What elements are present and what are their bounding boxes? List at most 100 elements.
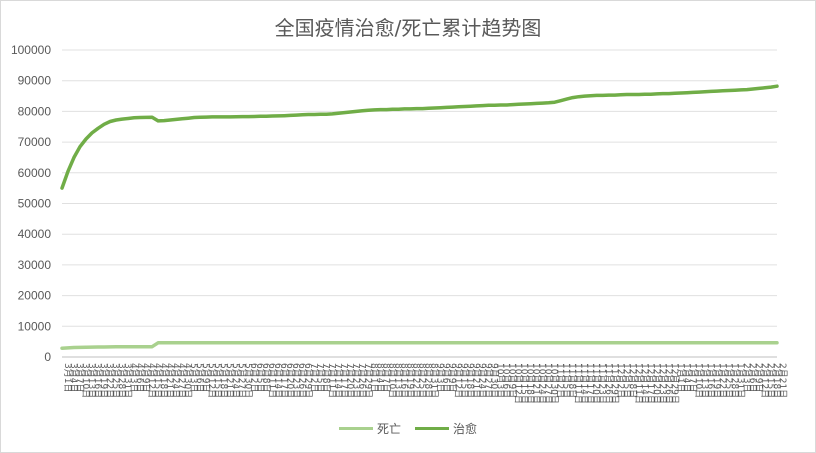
x-tick-label: 8月25日: [416, 363, 427, 398]
x-tick-label: 3月25日: [110, 363, 121, 398]
x-tick-label: 11月20日: [591, 363, 602, 404]
x-tick-label: 12月2日: [615, 363, 626, 398]
x-tick-label: 9月9日: [447, 363, 458, 392]
x-tick-label: 8月31日: [429, 363, 440, 398]
x-tick-label: 6月8日: [260, 363, 271, 392]
x-tick-label: 4月9日: [140, 363, 151, 392]
x-tick-label: 12月8日: [627, 363, 638, 398]
x-tick-label: 7月11日: [326, 363, 337, 398]
x-tick-label: 6月29日: [302, 363, 313, 398]
x-tick-label: 5月30日: [242, 363, 253, 398]
x-tick-label: 12月17日: [645, 363, 656, 404]
x-tick-label: 6月20日: [284, 363, 295, 398]
x-tick-label: 2月6日: [747, 363, 758, 392]
x-tick-label: 1月19日: [711, 363, 722, 398]
x-tick-label: 7月23日: [350, 363, 361, 398]
x-tick-label: 8月28日: [423, 363, 434, 398]
x-tick-label: 9月18日: [465, 363, 476, 398]
x-tick-label: 8月19日: [404, 363, 415, 398]
x-tick-label: 4月6日: [134, 363, 145, 392]
x-tick-label: 7月17日: [338, 363, 349, 398]
legend: 死亡 治愈: [0, 420, 816, 437]
x-tick-label: 5月12日: [206, 363, 217, 398]
x-tick-label: 12月29日: [669, 363, 680, 404]
legend-label-recovered: 治愈: [453, 422, 478, 436]
x-tick-label: 11月17日: [585, 363, 596, 404]
x-tick-label: 1月31日: [735, 363, 746, 398]
y-tick-label: 0: [44, 350, 51, 364]
y-tick-label: 80000: [18, 104, 52, 118]
x-tick-label: 12月20日: [651, 363, 662, 404]
x-tick-label: 9月24日: [477, 363, 488, 398]
x-tick-label: 1月16日: [705, 363, 716, 398]
x-tick-label: 3月16日: [92, 363, 103, 398]
x-tick-label: 4月27日: [176, 363, 187, 398]
x-tick-label: 8月16日: [398, 363, 409, 398]
x-tick-label: 10月15日: [519, 363, 530, 404]
legend-item-recovered[interactable]: 治愈: [415, 420, 477, 437]
x-tick-label: 5月9日: [200, 363, 211, 392]
x-tick-label: 3月31日: [122, 363, 133, 398]
x-tick-label: 12月26日: [663, 363, 674, 404]
x-tick-label: 7月20日: [344, 363, 355, 398]
y-tick-label: 30000: [18, 258, 52, 272]
x-tick-label: 5月15日: [212, 363, 223, 398]
x-tick-label: 1月4日: [681, 363, 692, 392]
x-tick-label: 8月22日: [410, 363, 421, 398]
x-tick-label: 7月26日: [356, 363, 367, 398]
x-tick-label: 5月21日: [224, 363, 235, 398]
x-tick-label: 3月22日: [104, 363, 115, 398]
x-tick-label: 6月23日: [290, 363, 301, 398]
x-tick-label: 4月24日: [170, 363, 181, 398]
x-tick-label: 8月10日: [386, 363, 397, 398]
y-tick-label: 10000: [18, 319, 52, 333]
x-tick-label: 3月13日: [86, 363, 97, 398]
x-tick-label: 2月9日: [753, 363, 764, 392]
series-line-death[interactable]: [60, 340, 779, 350]
x-tick-label: 11月26日: [603, 363, 614, 404]
x-tick-label: 3月19日: [98, 363, 109, 398]
x-tick-label: 5月6日: [194, 363, 205, 392]
x-tick-label: 8月4日: [374, 363, 385, 392]
x-tick-label: 4月15日: [152, 363, 163, 398]
x-tick-label: 10月30日: [549, 363, 560, 404]
y-tick-label: 40000: [18, 227, 52, 241]
x-tick-label: 10月12日: [513, 363, 524, 404]
x-tick-label: 2月12日: [759, 363, 770, 398]
x-tick-label: 1月25日: [723, 363, 734, 398]
x-tick-label: 3月7日: [74, 363, 85, 392]
x-tick-label: 4月18日: [158, 363, 169, 398]
y-tick-label: 60000: [18, 166, 52, 180]
x-tick-label: 6月5日: [254, 363, 265, 392]
chart-title: 全国疫情治愈/死亡累计趋势图: [274, 16, 542, 40]
x-tick-label: 11月2日: [555, 363, 566, 398]
x-tick-label: 5月18日: [218, 363, 229, 398]
x-tick-label: 3月28日: [116, 363, 127, 398]
x-tick-label: 7月14日: [332, 363, 343, 398]
x-tick-label: 2月15日: [765, 363, 776, 398]
x-tick-label: 11月11日: [573, 363, 584, 404]
x-tick-label: 1月7日: [687, 363, 698, 392]
x-tick-label: 8月1日: [368, 363, 379, 392]
x-tick-label: 9月6日: [441, 363, 452, 392]
x-tick-label: 1月10日: [693, 363, 704, 398]
x-tick-label: 10月9日: [507, 363, 518, 398]
series-line-recovered[interactable]: [60, 84, 779, 190]
x-tick-label: 2月3日: [741, 363, 752, 392]
y-tick-label: 100000: [11, 43, 51, 57]
x-tick-label: 5月3日: [188, 363, 199, 392]
legend-item-death[interactable]: 死亡: [338, 420, 401, 437]
y-tick-label: 90000: [18, 74, 52, 88]
y-tick-label: 20000: [18, 289, 52, 303]
x-tick-label: 9月12日: [453, 363, 464, 398]
x-tick-label: 8月7日: [380, 363, 391, 392]
x-tick-label: 10月3日: [495, 363, 506, 398]
x-tick-label: 9月21日: [471, 363, 482, 398]
y-tick-label: 50000: [18, 197, 52, 211]
x-tick-label: 6月17日: [278, 363, 289, 398]
x-tick-label: 8月13日: [392, 363, 403, 398]
x-tick-label: 11月8日: [567, 363, 578, 398]
x-tick-label: 11月29日: [609, 363, 620, 404]
x-tick-label: 4月21日: [164, 363, 175, 398]
x-tick-label: 12月23日: [657, 363, 668, 404]
